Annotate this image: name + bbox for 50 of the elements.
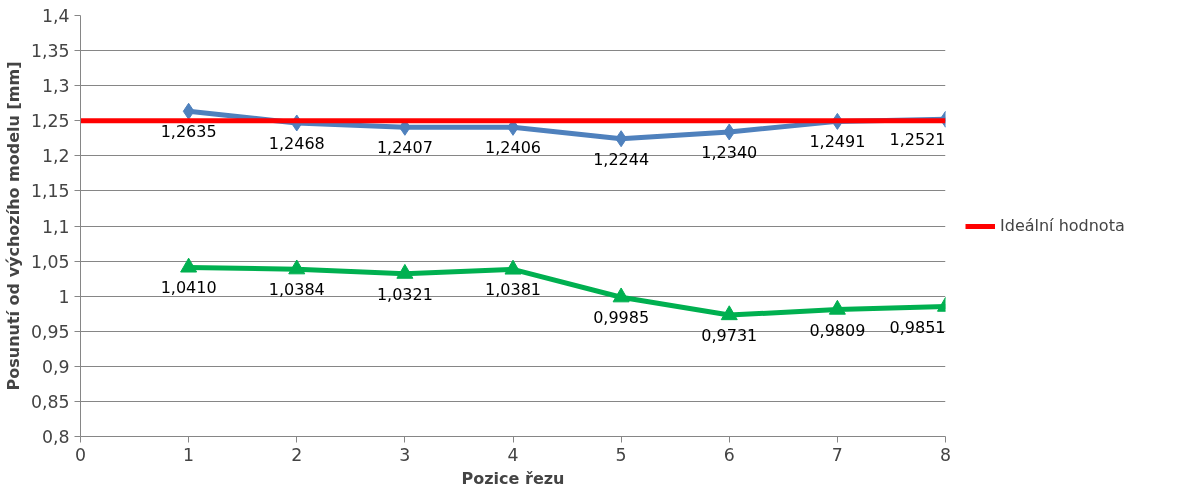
data-label: 1,0381 bbox=[485, 280, 541, 300]
y-tick-label: 1,25 bbox=[30, 111, 70, 132]
x-tick-label: 2 bbox=[291, 444, 303, 465]
data-label: 0,9731 bbox=[701, 326, 758, 346]
point bbox=[723, 123, 736, 141]
point bbox=[396, 263, 414, 279]
data-label: 1,2406 bbox=[485, 138, 541, 158]
y-tick-label: 1,3 bbox=[41, 76, 70, 97]
y-tick-label: 0,8 bbox=[41, 427, 70, 447]
data-label: 0,9985 bbox=[593, 308, 650, 328]
data-label: 0,9809 bbox=[809, 320, 866, 340]
data-label: 1,0384 bbox=[268, 280, 325, 300]
y-tick-label: 0,85 bbox=[30, 391, 70, 412]
y-tick-label: 1,2 bbox=[41, 146, 70, 167]
point bbox=[504, 259, 522, 275]
data-label: 1,2468 bbox=[268, 134, 325, 153]
x-tick-label: 1 bbox=[183, 444, 195, 465]
data-label: 1,0321 bbox=[376, 284, 433, 304]
y-tick-label: 1,4 bbox=[41, 6, 70, 26]
data-label: 1,0410 bbox=[160, 278, 217, 298]
data-label: 0,9851 bbox=[889, 317, 946, 337]
x-tick-label: 7 bbox=[831, 444, 843, 465]
x-tick-label: 6 bbox=[723, 444, 735, 465]
point bbox=[180, 257, 198, 273]
data-label: 1,2340 bbox=[701, 142, 758, 162]
data-label: 1,2244 bbox=[593, 149, 650, 169]
y-tick-label: 1,15 bbox=[30, 181, 70, 202]
data-label: 1,2521 bbox=[889, 130, 946, 150]
point bbox=[828, 299, 846, 315]
data-label: 1,2491 bbox=[809, 132, 866, 152]
data-label: 1,2635 bbox=[160, 122, 217, 142]
y-tick-label: 1,05 bbox=[30, 251, 70, 272]
point bbox=[720, 305, 738, 321]
y-axis-title: Posunutí od výchozího modelu [mm] bbox=[3, 61, 23, 391]
y-tick-label: 1,1 bbox=[41, 216, 70, 237]
x-tick-label: 4 bbox=[507, 444, 519, 465]
x-tick-label: 5 bbox=[615, 444, 627, 465]
legend-label: Ideální hodnota bbox=[1000, 216, 1125, 235]
point bbox=[288, 259, 306, 275]
data-label: 1,2407 bbox=[376, 138, 433, 158]
y-tick-label: 0,95 bbox=[30, 321, 70, 342]
x-tick-label: 0 bbox=[74, 444, 87, 465]
x-tick-label: 3 bbox=[399, 444, 411, 465]
point bbox=[182, 102, 195, 120]
x-axis-title: Pozice řezu bbox=[461, 468, 565, 488]
x-tick-label: 8 bbox=[939, 444, 952, 465]
point bbox=[612, 287, 630, 303]
y-tick-label: 1,35 bbox=[30, 41, 70, 62]
y-tick-label: 0,9 bbox=[41, 356, 70, 377]
y-tick-label: 1 bbox=[58, 286, 70, 307]
